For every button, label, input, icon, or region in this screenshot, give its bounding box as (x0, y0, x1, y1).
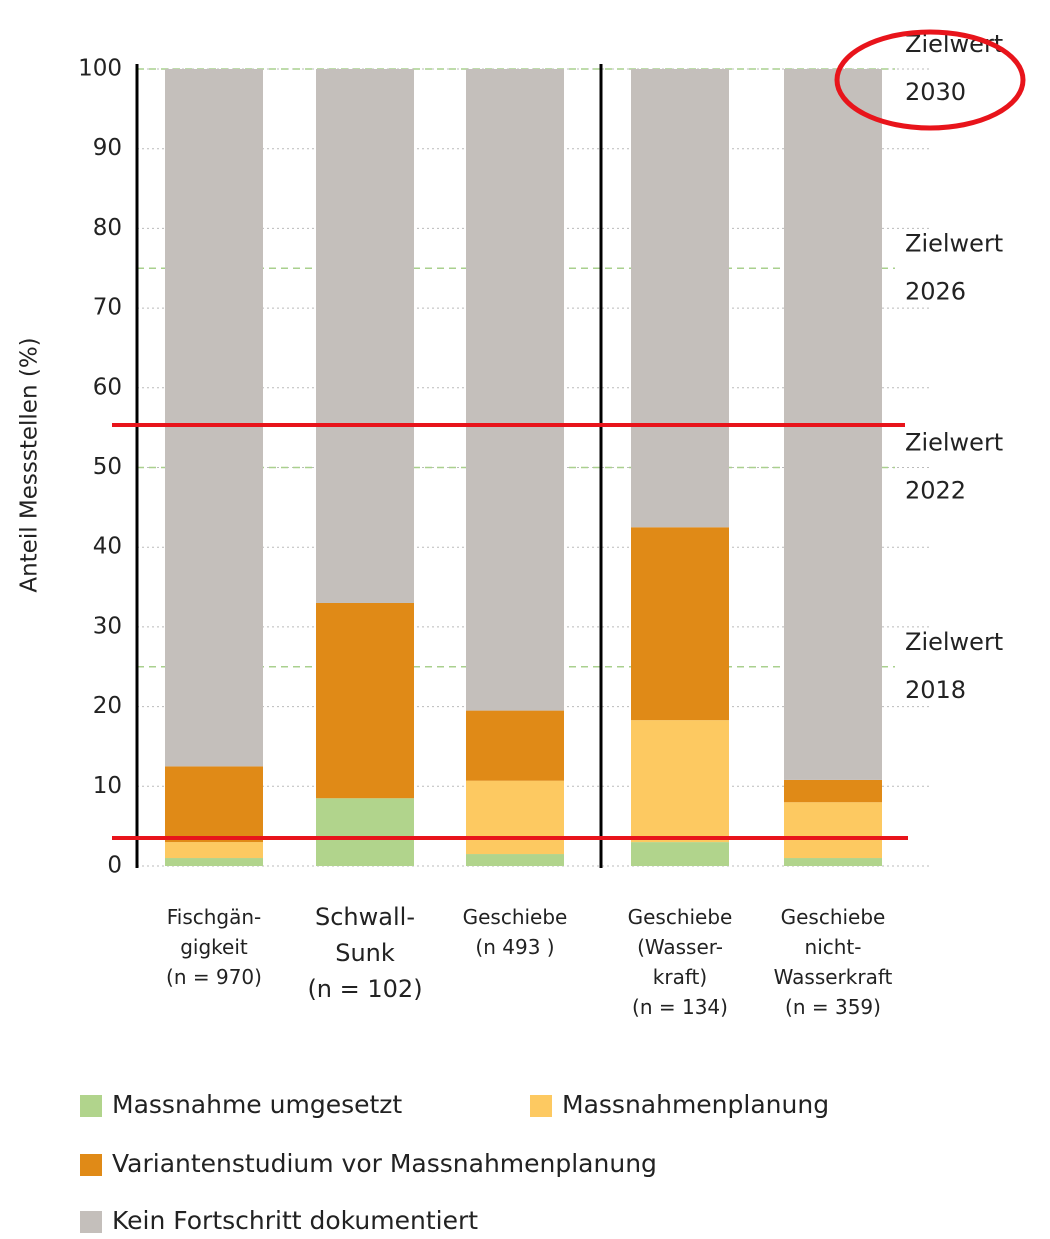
x-tick-label: Fischgän-gigkeit (n = 970) (166, 905, 262, 989)
legend-label: Kein Fortschritt dokumentiert (112, 1206, 478, 1235)
target-label: Zielwert (905, 229, 1003, 257)
target-year: 2022 (905, 477, 966, 505)
legend-swatch (530, 1095, 552, 1117)
bar-segment (631, 842, 729, 866)
bar-segment (784, 802, 882, 859)
y-tick-label: 0 (107, 853, 122, 879)
legend-swatch (80, 1154, 102, 1176)
target-year: 2030 (905, 78, 966, 106)
y-tick-label: 100 (78, 56, 122, 82)
legend-swatch (80, 1095, 102, 1117)
bar-segment (466, 710, 564, 781)
legend-swatch (80, 1211, 102, 1233)
bar-segment (165, 842, 263, 859)
target-year: 2026 (905, 277, 966, 305)
legend-label: Variantenstudium vor Massnahmenplanung (112, 1149, 657, 1178)
y-tick-label: 80 (93, 215, 122, 241)
y-tick-label: 10 (93, 773, 122, 799)
y-tick-label: 50 (93, 454, 122, 480)
bar-segment (316, 602, 414, 799)
target-year: 2018 (905, 676, 966, 704)
x-tick-label: Geschiebe nicht-Wasserkraft (n = 359) (774, 905, 893, 1019)
highlight-ellipse (834, 29, 1026, 131)
target-label: Zielwert (905, 628, 1003, 656)
y-tick-label: 20 (93, 693, 122, 719)
bar-segment (466, 69, 564, 711)
bar-segment (784, 858, 882, 866)
y-tick-label: 40 (93, 534, 122, 560)
x-tick-label: Schwall-Sunk (n = 102) (307, 903, 422, 1003)
bar-segment (631, 720, 729, 843)
legend-label: Massnahmenplanung (562, 1090, 829, 1119)
y-tick-label: 90 (93, 135, 122, 161)
bar-segment (631, 527, 729, 721)
y-tick-label: 60 (93, 374, 122, 400)
bar-segment (316, 69, 414, 603)
bar-segment (784, 779, 882, 803)
bar-segment (631, 69, 729, 528)
bar-segment (165, 766, 263, 843)
legend-label: Massnahme umgesetzt (112, 1090, 402, 1119)
target-label: Zielwert (905, 429, 1003, 457)
y-tick-label: 30 (93, 613, 122, 639)
bar-segment (316, 798, 414, 866)
x-tick-label: Geschiebe (Wasser-kraft) (n = 134) (628, 905, 733, 1019)
x-tick-label: Geschiebe (n 493 ) (463, 905, 568, 959)
bar-segment (466, 780, 564, 855)
y-axis-label: Anteil Messstellen (%) (17, 337, 43, 592)
bar-segment (466, 854, 564, 866)
y-tick-label: 70 (93, 295, 122, 321)
bar-segment (165, 69, 263, 767)
bar-segment (165, 858, 263, 866)
